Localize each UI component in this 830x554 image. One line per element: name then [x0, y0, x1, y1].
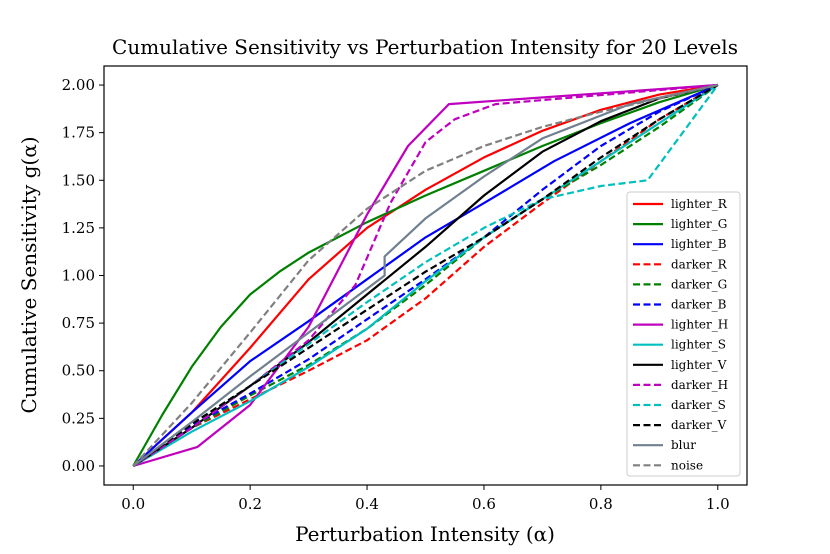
legend-box: [626, 191, 741, 477]
legend-label-noise: noise: [671, 458, 703, 472]
legend-label-blur: blur: [671, 438, 696, 452]
series-line-lighter-S: [132, 84, 719, 467]
legend-label-darker-V: darker_V: [671, 418, 727, 432]
y-tick-label: 1.25: [62, 219, 95, 237]
series-line-darker-G: [132, 84, 719, 467]
x-tick-label: 0.8: [589, 495, 613, 513]
legend: lighter_R lighter_G lighter_B darker_Rdarke…: [626, 191, 741, 477]
y-tick-label: 0.25: [62, 409, 95, 427]
legend-label-lighter-B: lighter_B: [671, 237, 727, 251]
series-line-darker-B: [132, 83, 719, 467]
chart-title: Cumulative Sensitivity vs Perturbation I…: [112, 35, 738, 59]
series-line-darker-V: [132, 84, 719, 467]
legend-label-lighter-H: lighter_H: [671, 318, 728, 332]
series-line-darker-H: [132, 83, 718, 467]
legend-label-darker-S: darker_S: [671, 398, 726, 412]
y-axis: 0.00 0.25 0.50 0.75 1.00 1.25 1.50 1.75 2.00: [62, 76, 104, 475]
series-layer: [132, 83, 719, 468]
x-axis: 0.0 0.2 0.4 0.6 0.8 1.0: [121, 485, 730, 513]
y-tick-label: 0.00: [62, 457, 95, 475]
legend-label-lighter-V: lighter_V: [671, 358, 727, 372]
x-axis-label: Perturbation Intensity (α): [295, 522, 555, 546]
y-tick-label: 1.00: [62, 267, 95, 285]
series-line-lighter-B: [132, 83, 719, 467]
legend-label-darker-B: darker_B: [671, 298, 727, 312]
y-axis-label: Cumulative Sensitivity g(α): [17, 136, 41, 413]
x-tick-label: 0.4: [355, 495, 379, 513]
x-tick-label: 0.2: [238, 495, 262, 513]
series-line-lighter-H: [132, 83, 718, 468]
legend-label-darker-R: darker_R: [671, 257, 728, 271]
y-tick-label: 1.75: [62, 124, 95, 142]
legend-label-lighter-S: lighter_S: [671, 338, 726, 352]
series-line-blur: [132, 83, 719, 467]
y-tick-label: 0.75: [62, 314, 95, 332]
legend-label-darker-G: darker_G: [671, 277, 727, 291]
legend-label-darker-H: darker_H: [671, 378, 728, 392]
y-tick-label: 2.00: [62, 76, 95, 94]
x-tick-label: 0.0: [121, 495, 145, 513]
x-tick-label: 1.0: [706, 495, 730, 513]
y-tick-label: 1.50: [62, 171, 95, 189]
legend-label-lighter-G: lighter_G: [671, 217, 727, 231]
legend-label-lighter-R: lighter_R: [671, 197, 728, 211]
series-line-lighter-R: [132, 83, 718, 467]
series-line-darker-R: [132, 84, 719, 467]
y-tick-label: 0.50: [62, 362, 95, 380]
series-line-noise: [132, 83, 719, 467]
x-tick-label: 0.6: [472, 495, 496, 513]
